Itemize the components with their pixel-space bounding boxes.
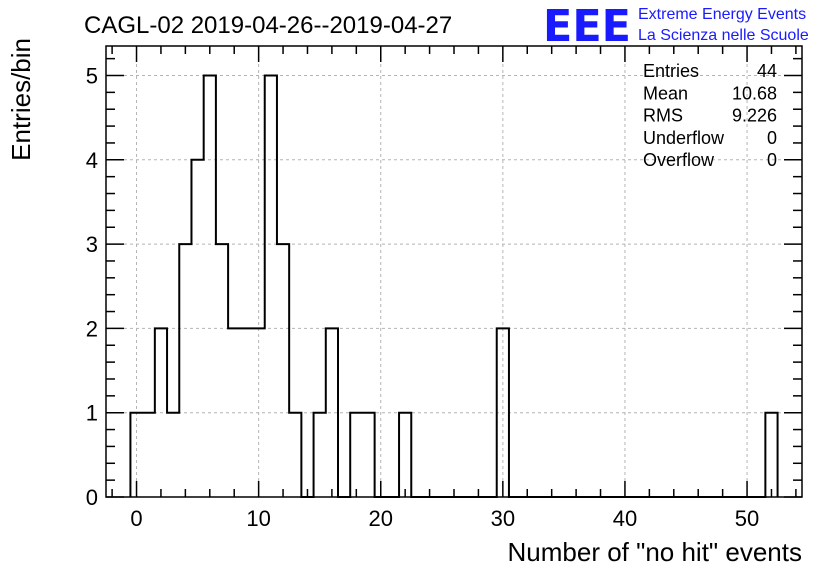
- chart-title: CAGL-02 2019-04-26--2019-04-27: [84, 12, 452, 39]
- y-tick-label: 0: [86, 485, 98, 510]
- histogram-bin: [362, 413, 374, 497]
- eee-logo: EEE Extreme Energy Events La Scienza nel…: [543, 1, 809, 52]
- stats-value: 0: [767, 128, 777, 148]
- stats-label: Overflow: [643, 150, 715, 170]
- axes: [105, 45, 803, 498]
- histogram-bin: [765, 413, 777, 497]
- x-tick-label: 0: [130, 506, 142, 531]
- stats-label: RMS: [643, 106, 683, 126]
- histogram-bin: [143, 413, 155, 497]
- stats-value: 0: [767, 150, 777, 170]
- tick-labels: 0 10 20 30 40 50 0 1 2 3 4 5: [86, 64, 760, 531]
- y-tick-label: 1: [86, 401, 98, 426]
- x-tick-label: 50: [735, 506, 759, 531]
- x-tick-label: 30: [491, 506, 515, 531]
- stats-value: 9.226: [732, 106, 777, 126]
- x-tick-label: 20: [368, 506, 392, 531]
- stats-label: Mean: [643, 83, 688, 103]
- histogram-bin: [277, 244, 289, 497]
- stats-value: 44: [757, 61, 777, 81]
- histogram-bin: [289, 413, 301, 497]
- stats-label: Underflow: [643, 128, 725, 148]
- y-tick-label: 2: [86, 316, 98, 341]
- histogram-bin: [216, 244, 228, 497]
- y-tick-label: 4: [86, 148, 98, 173]
- plot-frame: [105, 45, 803, 498]
- logo-line-1: Extreme Energy Events: [638, 6, 806, 23]
- histogram-bin: [265, 76, 277, 497]
- histogram-bin: [314, 413, 326, 497]
- x-axis-label: Number of "no hit" events: [508, 537, 803, 567]
- histogram-bin: [399, 413, 411, 497]
- x-tick-label: 10: [246, 506, 270, 531]
- eee-logo-mark: EEE: [543, 1, 631, 52]
- y-tick-label: 5: [86, 64, 98, 89]
- grid-lines: [106, 46, 802, 497]
- y-axis-label: Entries/bin: [6, 38, 36, 161]
- histogram-bin: [167, 413, 179, 497]
- stats-label: Entries: [643, 61, 699, 81]
- x-tick-label: 40: [613, 506, 637, 531]
- y-tick-label: 3: [86, 232, 98, 257]
- stats-value: 10.68: [732, 83, 777, 103]
- histogram-bin: [204, 76, 216, 497]
- histogram-bin: [179, 244, 191, 497]
- histogram-bin: [350, 413, 362, 497]
- stats-box: Entries 44 Mean 10.68 RMS 9.226 Underflow 0 Over…: [643, 61, 777, 170]
- logo-line-2: La Scienza nelle Scuole: [638, 27, 809, 44]
